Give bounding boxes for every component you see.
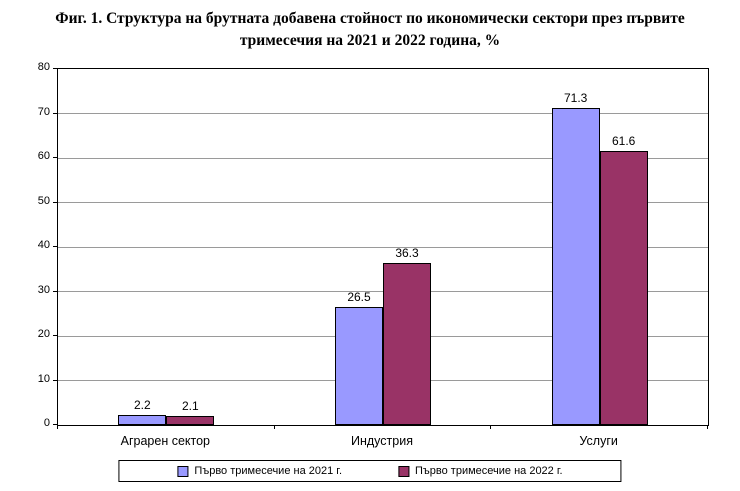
y-axis-tick-label: 0	[43, 417, 50, 429]
gridline	[58, 157, 708, 159]
y-axis-tick-label: 80	[37, 61, 50, 73]
y-axis-tick-mark	[53, 424, 57, 425]
legend-item: Първо тримесечие на 2022 г.	[398, 465, 563, 477]
gridline	[58, 246, 708, 248]
chart-title: Фиг. 1. Структура на брутната добавена с…	[0, 8, 740, 51]
legend: Първо тримесечие на 2021 г. Първо тримесе…	[118, 460, 622, 482]
chart-title-line2: тримесечия на 2021 и 2022 година, %	[239, 31, 501, 49]
y-axis-tick-label: 10	[37, 372, 50, 385]
x-axis-tick-mark	[273, 425, 275, 429]
bar-series-1	[551, 107, 600, 425]
legend-swatch	[398, 465, 409, 477]
bar-value-label: 36.3	[395, 246, 419, 261]
bar-series-1	[118, 415, 167, 425]
x-category-label: Услуги	[579, 434, 618, 448]
y-axis-tick-label: 40	[37, 239, 50, 251]
legend-label: Първо тримесечие на 2021 г.	[194, 465, 342, 477]
x-axis-tick-mark	[57, 425, 58, 429]
y-axis-tick-mark	[53, 335, 57, 336]
legend-swatch	[177, 465, 189, 477]
bar-value-label: 61.6	[611, 133, 636, 148]
y-axis-tick-label: 20	[37, 328, 50, 340]
y-axis-tick-mark	[53, 290, 57, 292]
y-axis-tick-mark	[53, 246, 57, 247]
chart-title-line1: Фиг. 1. Структура на брутната добавена с…	[55, 10, 685, 27]
bar-value-label: 71.3	[563, 90, 588, 105]
gridline	[58, 113, 708, 114]
legend-label: Първо тримесечие на 2022 г.	[415, 465, 563, 477]
y-axis-tick-label: 70	[37, 105, 50, 118]
legend-item: Първо тримесечие на 2021 г.	[177, 465, 342, 477]
bar-series-2	[383, 263, 431, 425]
x-category-label: Аграрен сектор	[120, 434, 211, 448]
gridline	[58, 202, 708, 203]
y-axis-tick-mark	[53, 68, 57, 69]
bar-series-2	[599, 150, 648, 425]
y-axis-tick-label: 30	[37, 283, 50, 296]
x-axis-tick-mark	[707, 425, 708, 429]
x-category-label: Индустрия	[351, 434, 413, 448]
bar-value-label: 2.2	[133, 398, 151, 413]
plot-area: 2.2 2.1 26.5 36.3 71.3 61.6	[57, 68, 709, 426]
bar-series-2	[166, 415, 215, 425]
bar-chart: 2.2 2.1 26.5 36.3 71.3 61.6 Първо тримесечие …	[0, 61, 740, 491]
y-axis-tick-label: 50	[37, 194, 50, 207]
bar-series-1	[335, 307, 383, 425]
y-axis-tick-mark	[53, 201, 57, 203]
bar-value-label: 2.1	[181, 398, 199, 413]
y-axis-tick-mark	[53, 112, 57, 114]
bar-value-label: 26.5	[347, 290, 371, 305]
y-axis-tick-mark	[53, 379, 57, 381]
y-axis-tick-label: 60	[37, 150, 50, 162]
y-axis-tick-mark	[53, 157, 57, 158]
x-axis-tick-mark	[490, 425, 492, 429]
